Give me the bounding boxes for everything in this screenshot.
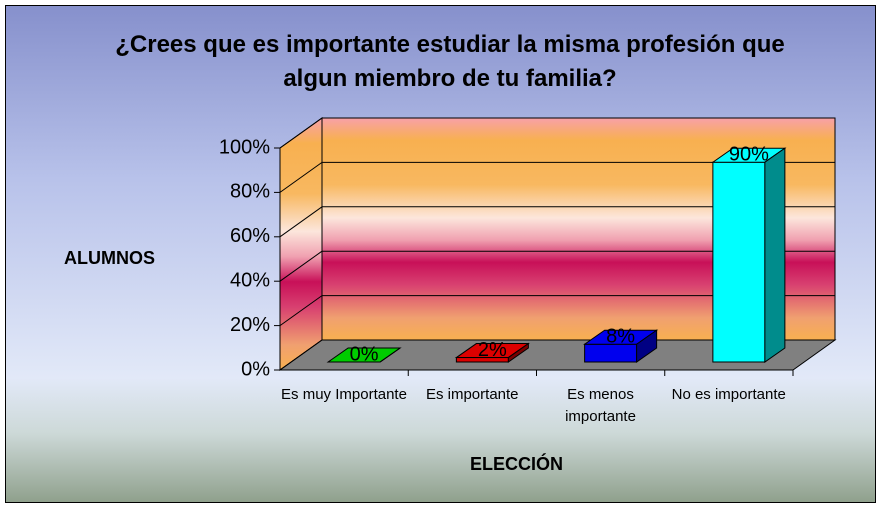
bar	[712, 161, 766, 363]
y-tick-label: 80%	[230, 181, 270, 203]
y-tick-label: 0%	[241, 358, 270, 380]
value-label: 90%	[729, 143, 769, 165]
y-tick-label: 100%	[219, 136, 270, 158]
chart-title: ¿Crees que es importante estudiar la mis…	[115, 31, 785, 92]
grid-line	[279, 117, 323, 149]
x-tick-label: Es muy Importante	[281, 386, 407, 403]
value-label: 0%	[350, 343, 379, 365]
plot: 0% 20% 40% 60% 80% 100% 0% 2% 8% 90%	[219, 117, 837, 380]
grid-line	[279, 161, 323, 193]
bar-side	[507, 342, 529, 363]
bar-side	[764, 147, 786, 363]
x-tick-label: No es importante	[671, 386, 786, 403]
bar-side	[379, 347, 401, 363]
grid-line	[279, 250, 323, 282]
x-tick-label: Es importante	[425, 386, 519, 403]
value-label: 2%	[478, 339, 507, 361]
x-axis-label: ELECCIÓN	[470, 454, 564, 474]
grid-line	[279, 295, 323, 327]
x-tick-label: Es menos importante	[565, 386, 636, 425]
value-label: 8%	[606, 326, 635, 348]
y-tick-label: 20%	[230, 314, 270, 336]
side-wall	[279, 117, 323, 371]
y-tick-label: 60%	[230, 225, 270, 247]
y-tick-label: 40%	[230, 269, 270, 291]
grid-line	[279, 206, 323, 238]
y-axis-label: ALUMNOS	[64, 248, 155, 268]
bar-side	[636, 329, 658, 363]
grid-line	[279, 339, 323, 371]
